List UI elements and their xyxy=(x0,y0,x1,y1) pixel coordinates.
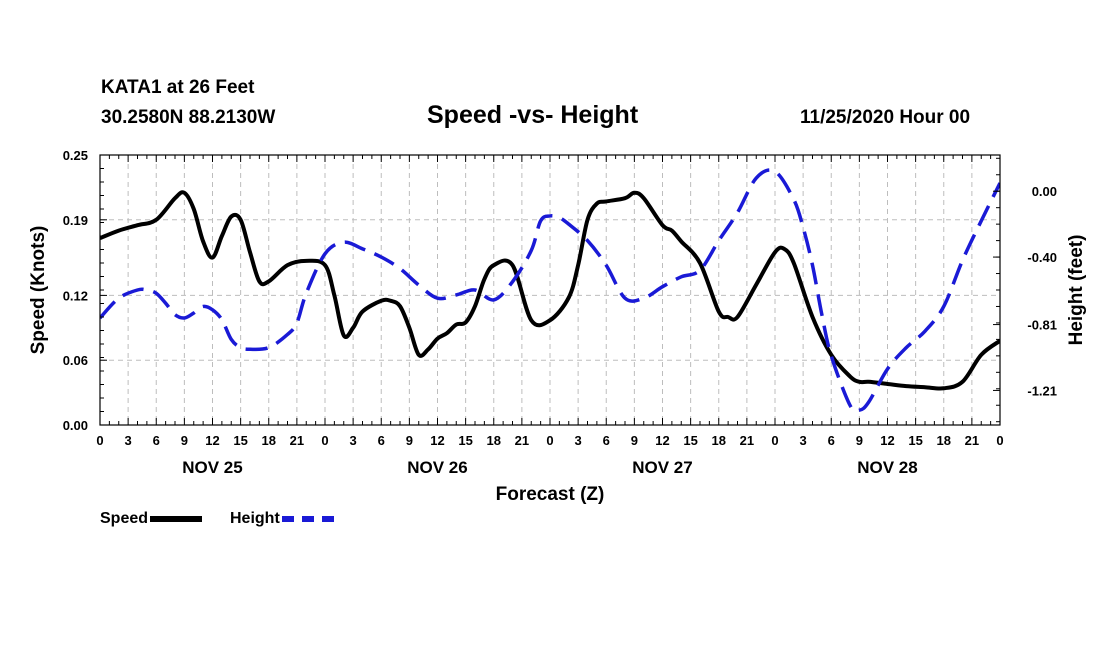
y-tick-label: 0.19 xyxy=(63,213,88,228)
x-tick-label: 21 xyxy=(515,433,529,448)
x-tick-label: 18 xyxy=(487,433,501,448)
day-label: NOV 26 xyxy=(407,458,467,477)
x-tick-label: 9 xyxy=(856,433,863,448)
x-tick-label: 21 xyxy=(290,433,304,448)
day-label: NOV 27 xyxy=(632,458,692,477)
y-axis-title: Speed (Knots) xyxy=(28,226,49,355)
x-tick-label: 18 xyxy=(712,433,726,448)
y-tick-label: 0.00 xyxy=(63,418,88,433)
y2-axis-title: Height (feet) xyxy=(1066,235,1087,346)
x-tick-label: 3 xyxy=(125,433,132,448)
forecast-timestamp: 11/25/2020 Hour 00 xyxy=(800,107,971,128)
x-tick-label: 12 xyxy=(655,433,669,448)
station-label: KATA1 at 26 Feet xyxy=(101,77,255,98)
station-coordinates: 30.2580N 88.2130W xyxy=(101,107,276,128)
x-tick-label: 15 xyxy=(683,433,697,448)
x-tick-label: 6 xyxy=(378,433,385,448)
y2-tick-label: -1.21 xyxy=(1027,383,1057,398)
x-tick-label: 3 xyxy=(350,433,357,448)
x-tick-label: 9 xyxy=(631,433,638,448)
x-tick-label: 12 xyxy=(205,433,219,448)
x-tick-label: 21 xyxy=(965,433,979,448)
legend-speed-swatch xyxy=(150,516,203,522)
x-tick-label: 15 xyxy=(458,433,472,448)
chart-title: Speed -vs- Height xyxy=(427,101,639,129)
y-tick-label: 0.06 xyxy=(63,353,88,368)
x-tick-label: 15 xyxy=(908,433,922,448)
x-tick-label: 0 xyxy=(771,433,778,448)
legend-height-label: Height xyxy=(230,510,280,527)
x-tick-label: 6 xyxy=(153,433,160,448)
y2-tick-label: 0.00 xyxy=(1032,184,1057,199)
day-label: NOV 25 xyxy=(182,458,242,477)
x-axis-title: Forecast (Z) xyxy=(496,484,605,505)
x-tick-label: 9 xyxy=(181,433,188,448)
x-tick-label: 9 xyxy=(406,433,413,448)
grid xyxy=(100,155,1000,425)
x-tick-label: 15 xyxy=(233,433,247,448)
x-tick-label: 18 xyxy=(262,433,276,448)
series-line-height xyxy=(100,168,1000,414)
y-tick-label: 0.25 xyxy=(63,148,88,163)
axis-ticks xyxy=(99,154,1001,426)
x-tick-label: 12 xyxy=(430,433,444,448)
x-tick-label: 12 xyxy=(880,433,894,448)
y-tick-label: 0.12 xyxy=(63,288,88,303)
y2-tick-label: -0.40 xyxy=(1027,250,1057,265)
legend-height: Height xyxy=(230,510,334,528)
x-tick-label: 0 xyxy=(321,433,328,448)
y2-tick-label: -0.81 xyxy=(1027,318,1057,333)
day-label: NOV 28 xyxy=(857,458,917,477)
x-tick-label: 21 xyxy=(740,433,754,448)
x-tick-label: 6 xyxy=(603,433,610,448)
x-tick-label: 18 xyxy=(937,433,951,448)
x-tick-label: 0 xyxy=(546,433,553,448)
x-tick-label: 3 xyxy=(575,433,582,448)
axis-labels: 0 3 6 9 12 15 18 21 0 3 6 9 12 15 18 21 0 3 6 9 12 15 18 21 0 3 6 9… xyxy=(28,148,1087,505)
x-tick-label: 3 xyxy=(800,433,807,448)
legend-height-swatch xyxy=(281,516,334,522)
legend-speed-label: Speed xyxy=(100,510,149,527)
x-tick-label: 0 xyxy=(996,433,1003,448)
plot-series xyxy=(100,168,1000,414)
series-line-speed xyxy=(100,190,1000,391)
x-tick-label: 0 xyxy=(96,433,103,448)
x-tick-label: 6 xyxy=(828,433,835,448)
legend-speed: Speed xyxy=(100,510,203,528)
